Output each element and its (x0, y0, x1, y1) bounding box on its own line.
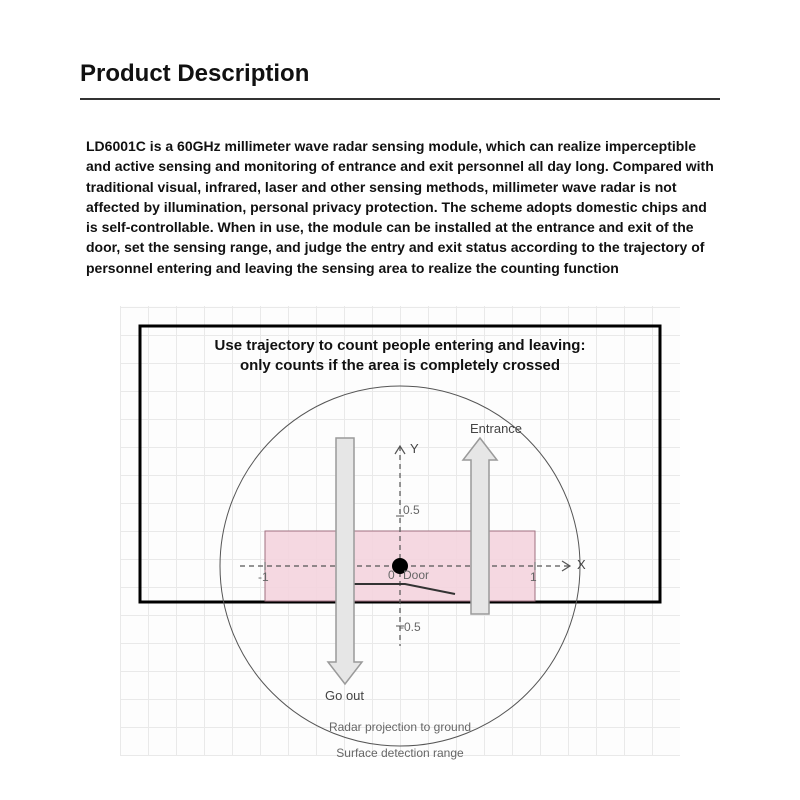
proj-label-1: Radar projection to ground (300, 720, 500, 734)
x-axis-label: X (577, 557, 586, 572)
tick-label-yneg05: -0.5 (400, 620, 421, 634)
page-title: Product Description (80, 60, 720, 88)
tick-label-xneg1: -1 (258, 570, 269, 584)
entrance-label: Entrance (470, 421, 522, 436)
title-rule (80, 98, 720, 100)
tick-label-x1: 1 (530, 570, 537, 584)
y-axis-label: Y (410, 441, 419, 456)
diagram-container: Use trajectory to count people entering … (120, 306, 680, 756)
proj-label-2: Surface detection range (300, 746, 500, 760)
tick-label-x0: 0 (388, 568, 395, 582)
go-out-label: Go out (325, 688, 364, 703)
description-text: LD6001C is a 60GHz millimeter wave radar… (86, 136, 714, 278)
diagram-caption: Use trajectory to count people entering … (200, 336, 600, 375)
door-label: Door (403, 568, 429, 582)
tick-label-y05: 0.5 (403, 503, 420, 517)
diagram-svg (120, 306, 680, 766)
